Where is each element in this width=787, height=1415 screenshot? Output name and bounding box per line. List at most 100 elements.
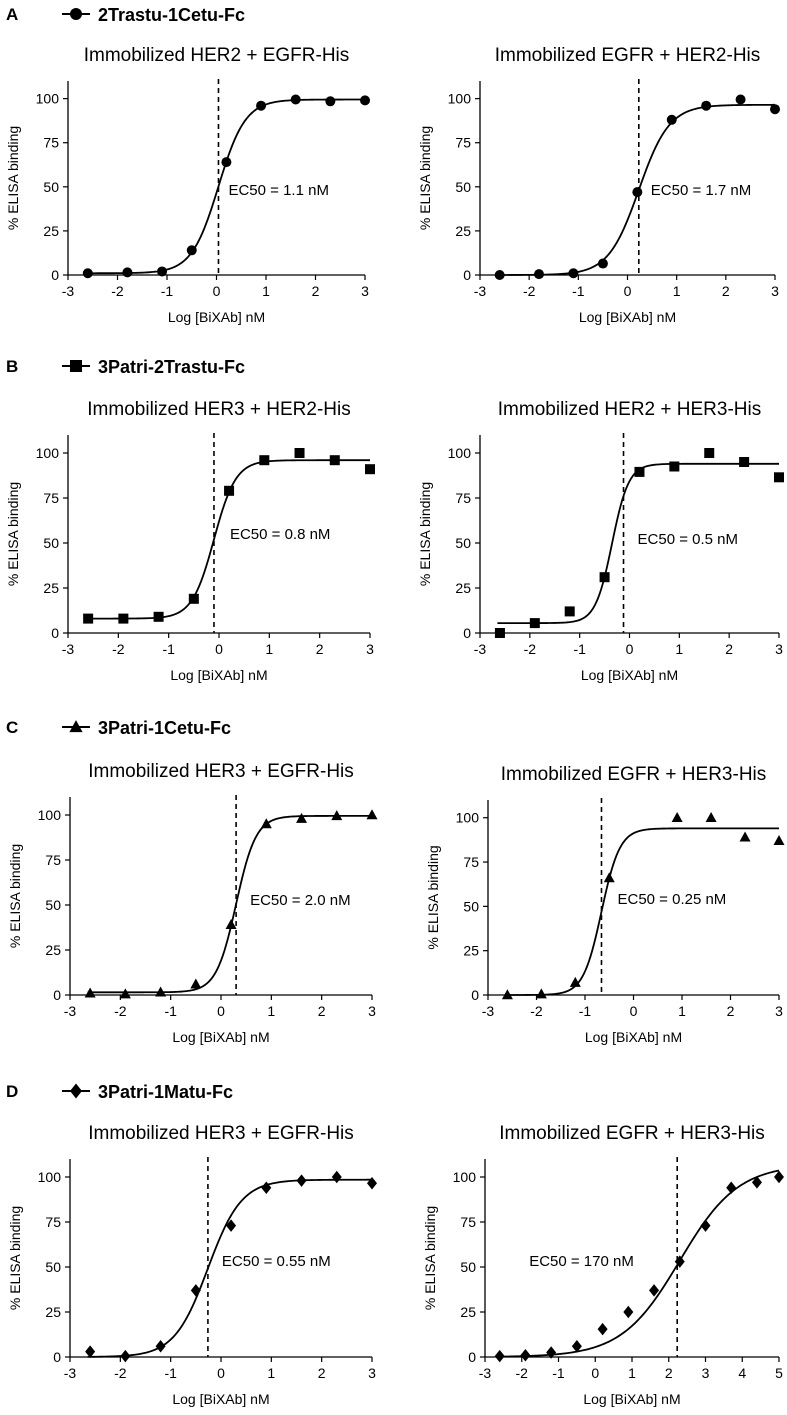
data-point <box>520 1348 531 1362</box>
y-tick-label: 0 <box>51 267 59 283</box>
chart-3: Immobilized HER3 + HER2-His 0 25 50 75 100 -3 -… <box>5 399 375 683</box>
chart-8: Immobilized EGFR + HER3-His0255075100-3-… <box>422 1123 784 1407</box>
y-tick-label: 100 <box>453 1169 477 1185</box>
x-tick-label: 1 <box>267 1365 275 1381</box>
chart-5: Immobilized HER3 + EGFR-His 0 25 50 75 100 -3 -… <box>7 761 378 1045</box>
x-tick-label: 3 <box>361 283 369 299</box>
data-point <box>751 1176 762 1189</box>
data-point <box>366 809 378 820</box>
y-tick-label: 75 <box>45 1214 61 1230</box>
y-tick-label: 50 <box>463 898 479 914</box>
data-point <box>632 187 643 198</box>
data-point <box>773 835 785 846</box>
chart-title: Immobilized HER3 + EGFR-His <box>88 1123 354 1144</box>
y-axis-label: % ELISA binding <box>417 126 433 230</box>
x-tick-label: -3 <box>64 1003 77 1019</box>
x-tick-label: 2 <box>665 1365 673 1381</box>
panel-letter: C <box>6 718 18 737</box>
ec50-label: EC50 = 0.8 nM <box>230 526 330 543</box>
chart-title: Immobilized HER3 + EGFR-His <box>88 761 354 782</box>
x-tick-label: 3 <box>368 1365 376 1381</box>
data-point <box>564 606 575 617</box>
legend-marker <box>70 1083 82 1099</box>
data-point <box>294 448 305 458</box>
y-tick-label: 100 <box>38 1169 62 1185</box>
data-point <box>569 976 581 987</box>
data-point <box>739 457 750 467</box>
x-tick-label: 2 <box>316 641 324 657</box>
x-tick-label: -3 <box>479 1365 492 1381</box>
data-point <box>296 812 308 823</box>
chart-title: Immobilized HER3 + HER2-His <box>87 399 350 420</box>
x-tick-label: -1 <box>161 283 174 299</box>
x-tick-label: -2 <box>530 1003 543 1019</box>
data-point <box>623 1305 634 1319</box>
data-point <box>259 455 270 466</box>
y-tick-label: 25 <box>45 942 61 958</box>
data-point <box>535 988 547 999</box>
y-axis-label: % ELISA binding <box>422 1206 438 1310</box>
x-tick-label: 2 <box>727 1003 735 1019</box>
data-point <box>226 1219 237 1232</box>
x-tick-label: 3 <box>771 283 779 299</box>
y-tick-label: 0 <box>51 625 59 641</box>
data-point <box>534 269 544 280</box>
chart-title: Immobilized EGFR + HER3-His <box>499 1123 765 1144</box>
data-point <box>726 1181 737 1195</box>
data-point <box>190 1284 201 1297</box>
data-point <box>225 919 237 930</box>
y-tick-label: 50 <box>45 897 61 913</box>
panel-letter: D <box>6 1082 18 1101</box>
y-tick-label: 25 <box>45 1304 61 1320</box>
chart-2: Immobilized EGFR + HER2-His 0 25 50 75 100 -3 -… <box>417 45 780 325</box>
fit-curve <box>504 827 779 996</box>
panel-header-b: B 3Patri-2Trastu-Fc <box>6 357 245 377</box>
data-point <box>494 270 505 280</box>
x-tick-label: 2 <box>318 1365 326 1381</box>
data-point <box>122 267 133 278</box>
legend-marker <box>69 720 83 733</box>
data-point <box>649 1284 660 1297</box>
x-tick-label: -2 <box>524 641 537 657</box>
data-point <box>261 1181 272 1195</box>
data-point <box>119 988 131 999</box>
data-point <box>774 1170 784 1184</box>
legend-label: 3Patri-1Matu-Fc <box>98 1082 233 1102</box>
y-tick-label: 50 <box>43 535 59 551</box>
chart-title: Immobilized EGFR + HER3-His <box>501 764 767 785</box>
x-tick-label: 0 <box>630 1003 638 1019</box>
ec50-label: EC50 = 0.5 nM <box>638 531 738 548</box>
x-axis-label: Log [BiXAb] nM <box>583 1391 680 1407</box>
data-point <box>674 1255 685 1268</box>
ec50-label: EC50 = 1.7 nM <box>651 182 751 199</box>
x-tick-label: 0 <box>213 283 221 299</box>
data-point <box>296 1174 307 1187</box>
data-point <box>774 472 784 483</box>
data-point <box>701 100 712 111</box>
x-axis-label: Log [BiXAb] nM <box>581 667 678 683</box>
data-point <box>669 461 680 472</box>
x-tick-label: -2 <box>114 1003 127 1019</box>
y-tick-label: 100 <box>36 445 60 461</box>
data-point <box>568 268 579 279</box>
fit-curve <box>87 815 372 994</box>
panel-header-c: C 3Patri-1Cetu-Fc <box>6 718 231 738</box>
y-tick-label: 50 <box>455 535 471 551</box>
data-point <box>256 100 267 111</box>
data-point <box>224 485 235 496</box>
y-tick-label: 0 <box>53 1349 61 1365</box>
y-tick-label: 100 <box>38 807 62 823</box>
x-tick-label: -1 <box>572 283 585 299</box>
legend-label: 3Patri-1Cetu-Fc <box>98 718 231 738</box>
x-tick-label: -2 <box>523 283 536 299</box>
y-tick-label: 25 <box>455 580 471 596</box>
data-point <box>153 611 164 622</box>
chart-title: Immobilized EGFR + HER2-His <box>495 45 761 66</box>
data-point <box>120 1349 131 1363</box>
x-tick-label: -1 <box>579 1003 592 1019</box>
y-tick-label: 50 <box>45 1259 61 1275</box>
y-tick-label: 25 <box>460 1304 476 1320</box>
data-point <box>84 987 96 998</box>
data-point <box>671 811 683 822</box>
